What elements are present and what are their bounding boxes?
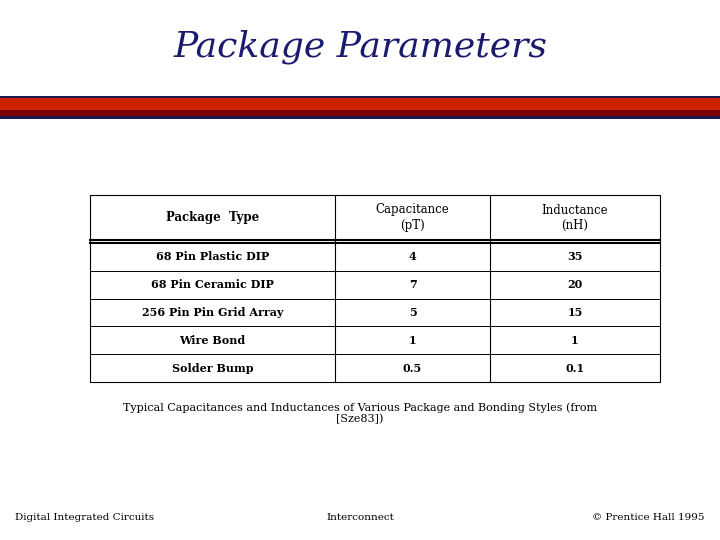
Text: 68 Pin Ceramic DIP: 68 Pin Ceramic DIP — [151, 279, 274, 290]
Text: 256 Pin Pin Grid Array: 256 Pin Pin Grid Array — [142, 307, 283, 318]
Text: Package  Type: Package Type — [166, 211, 259, 224]
Text: 1: 1 — [571, 335, 579, 346]
Text: Wire Bond: Wire Bond — [179, 335, 246, 346]
Text: Interconnect: Interconnect — [326, 513, 394, 522]
Text: 0.5: 0.5 — [403, 362, 422, 374]
Text: 7: 7 — [409, 279, 416, 290]
Text: 4: 4 — [409, 252, 416, 262]
Text: 15: 15 — [567, 307, 582, 318]
Bar — [0, 96, 720, 98]
Text: Typical Capacitances and Inductances of Various Package and Bonding Styles (from: Typical Capacitances and Inductances of … — [123, 402, 597, 424]
Text: 0.1: 0.1 — [565, 362, 585, 374]
Text: Inductance
(nH): Inductance (nH) — [541, 204, 608, 232]
Bar — [0, 110, 720, 116]
Bar — [90, 195, 660, 382]
Text: 1: 1 — [409, 335, 416, 346]
Text: 5: 5 — [409, 307, 416, 318]
Text: Capacitance
(pT): Capacitance (pT) — [376, 204, 449, 232]
Text: 35: 35 — [567, 252, 582, 262]
Bar — [0, 98, 720, 110]
Text: 68 Pin Plastic DIP: 68 Pin Plastic DIP — [156, 252, 269, 262]
Text: Package Parameters: Package Parameters — [173, 30, 547, 64]
Text: Digital Integrated Circuits: Digital Integrated Circuits — [15, 513, 154, 522]
Text: © Prentice Hall 1995: © Prentice Hall 1995 — [593, 513, 705, 522]
Text: Solder Bump: Solder Bump — [171, 362, 253, 374]
Text: 20: 20 — [567, 279, 582, 290]
Bar — [0, 116, 720, 119]
